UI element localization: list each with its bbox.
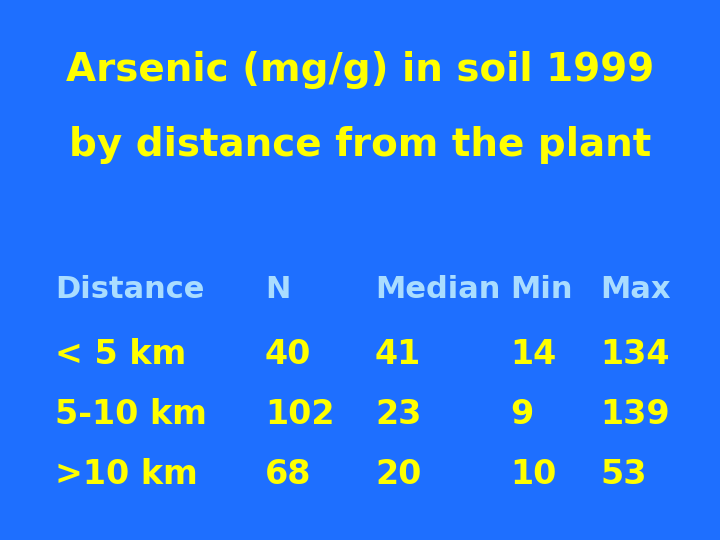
Text: N: N	[265, 275, 290, 305]
Text: 134: 134	[600, 339, 670, 372]
Text: Distance: Distance	[55, 275, 204, 305]
Text: 9: 9	[510, 399, 534, 431]
Text: Min: Min	[510, 275, 572, 305]
Text: 102: 102	[265, 399, 335, 431]
Text: 68: 68	[265, 458, 312, 491]
Text: 5-10 km: 5-10 km	[55, 399, 207, 431]
Text: >10 km: >10 km	[55, 458, 198, 491]
Text: 14: 14	[510, 339, 557, 372]
Text: 53: 53	[600, 458, 647, 491]
Text: 41: 41	[375, 339, 421, 372]
Text: 20: 20	[375, 458, 421, 491]
Text: 40: 40	[265, 339, 311, 372]
Text: by distance from the plant: by distance from the plant	[69, 126, 651, 164]
Text: Arsenic (mg/g) in soil 1999: Arsenic (mg/g) in soil 1999	[66, 51, 654, 89]
Text: < 5 km: < 5 km	[55, 339, 186, 372]
Text: Max: Max	[600, 275, 670, 305]
Text: 23: 23	[375, 399, 421, 431]
Text: Median: Median	[375, 275, 500, 305]
Text: 10: 10	[510, 458, 557, 491]
Text: 139: 139	[600, 399, 670, 431]
